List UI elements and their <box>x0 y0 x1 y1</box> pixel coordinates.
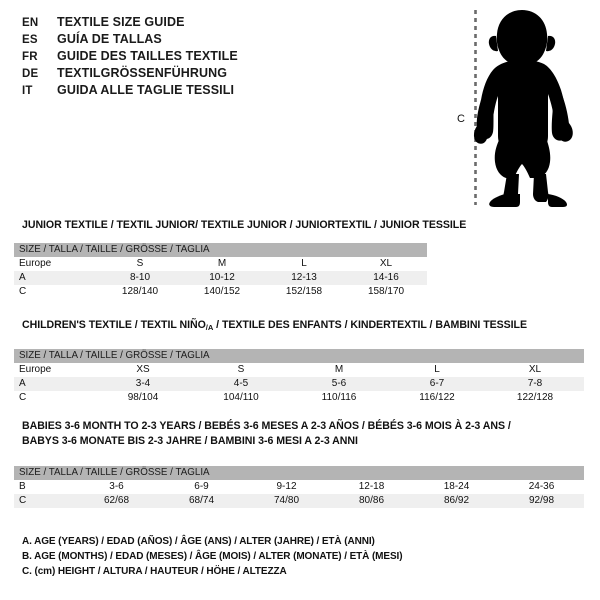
size-header-label: SIZE / TALLA / TAILLE / GRÖSSE / TAGLIA <box>14 349 585 363</box>
cell: XS <box>94 363 192 377</box>
measurement-legend: A. AGE (YEARS) / EDAD (AÑOS) / ÂGE (ANS)… <box>22 534 403 579</box>
cell: XL <box>345 257 428 271</box>
cell: 158/170 <box>345 285 428 299</box>
language-code-de: DE <box>22 68 39 80</box>
cell: 18-24 <box>414 480 499 494</box>
cell: S <box>192 363 290 377</box>
section-title-children-sub: /A <box>205 323 214 332</box>
toddler-silhouette-icon <box>473 10 573 207</box>
legend-item-a: A. AGE (YEARS) / EDAD (AÑOS) / ÂGE (ANS)… <box>22 536 375 547</box>
cell: 9-12 <box>244 480 329 494</box>
section-title-babies-line1: BABIES 3-6 MONTH TO 2-3 YEARS / BEBÉS 3-… <box>22 420 511 432</box>
language-code-it: IT <box>22 85 33 97</box>
language-row: IT GUIDA ALLE TAGLIE TESSILI <box>22 82 422 99</box>
cell: 74/80 <box>244 494 329 508</box>
guide-title-en: TEXTILE SIZE GUIDE <box>57 15 185 29</box>
legend-item-b: B. AGE (MONTHS) / EDAD (MESES) / ÂGE (MO… <box>22 551 403 562</box>
section-title-babies-line2: BABYS 3-6 MONATE BIS 2-3 JAHRE / BAMBINI… <box>22 435 358 447</box>
table-row: C 98/104 104/110 110/116 116/122 122/128 <box>14 391 585 405</box>
cell: 98/104 <box>94 391 192 405</box>
cell: 14-16 <box>345 271 428 285</box>
language-row: EN TEXTILE SIZE GUIDE <box>22 14 422 31</box>
cell: 92/98 <box>499 494 585 508</box>
size-header-label: SIZE / TALLA / TAILLE / GRÖSSE / TAGLIA <box>14 243 428 257</box>
cell: 12-18 <box>329 480 414 494</box>
height-measurement-figure: C <box>450 8 590 208</box>
section-title-children-post: / TEXTILE DES ENFANTS / KINDERTEXTIL / B… <box>213 319 527 331</box>
toddler-body <box>473 10 573 207</box>
row-label: Europe <box>14 363 94 377</box>
cell: 10-12 <box>181 271 263 285</box>
language-row: FR GUIDE DES TAILLES TEXTILE <box>22 48 422 65</box>
language-code-en: EN <box>22 17 39 29</box>
cell: M <box>290 363 388 377</box>
cell: 116/122 <box>388 391 486 405</box>
measure-label-c: C <box>457 113 465 125</box>
size-table-babies: SIZE / TALLA / TAILLE / GRÖSSE / TAGLIA … <box>14 466 585 508</box>
cell: M <box>181 257 263 271</box>
table-row: Europe S M L XL <box>14 257 428 271</box>
cell: 62/68 <box>74 494 159 508</box>
row-label: A <box>14 377 94 391</box>
section-title-junior: JUNIOR TEXTILE / TEXTIL JUNIOR/ TEXTILE … <box>22 219 467 231</box>
cell: 140/152 <box>181 285 263 299</box>
language-code-fr: FR <box>22 51 38 63</box>
table-header-row: SIZE / TALLA / TAILLE / GRÖSSE / TAGLIA <box>14 349 585 363</box>
row-label: C <box>14 285 99 299</box>
cell: 8-10 <box>99 271 181 285</box>
section-title-children-pre: CHILDREN'S TEXTILE / TEXTIL NIÑO <box>22 319 206 331</box>
language-row: ES GUÍA DE TALLAS <box>22 31 422 48</box>
cell: 3-6 <box>74 480 159 494</box>
language-row: DE TEXTILGRÖSSENFÜHRUNG <box>22 65 422 82</box>
table-header-row: SIZE / TALLA / TAILLE / GRÖSSE / TAGLIA <box>14 243 428 257</box>
cell: 7-8 <box>486 377 585 391</box>
table-row: C 62/68 68/74 74/80 80/86 86/92 92/98 <box>14 494 585 508</box>
guide-title-de: TEXTILGRÖSSENFÜHRUNG <box>57 66 228 80</box>
row-label: B <box>14 480 74 494</box>
cell: 12-13 <box>263 271 345 285</box>
cell: 5-6 <box>290 377 388 391</box>
cell: 24-36 <box>499 480 585 494</box>
table-row: C 128/140 140/152 152/158 158/170 <box>14 285 428 299</box>
table-row: Europe XS S M L XL <box>14 363 585 377</box>
cell: 122/128 <box>486 391 585 405</box>
cell: 6-7 <box>388 377 486 391</box>
guide-title-es: GUÍA DE TALLAS <box>57 32 162 46</box>
cell: L <box>263 257 345 271</box>
language-code-es: ES <box>22 34 38 46</box>
cell: XL <box>486 363 585 377</box>
cell: 152/158 <box>263 285 345 299</box>
legend-item-c: C. (cm) HEIGHT / ALTURA / HAUTEUR / HÖHE… <box>22 566 287 577</box>
section-title-babies: BABIES 3-6 MONTH TO 2-3 YEARS / BEBÉS 3-… <box>22 420 511 447</box>
row-label: C <box>14 494 74 508</box>
table-row: B 3-6 6-9 9-12 12-18 18-24 24-36 <box>14 480 585 494</box>
cell: 4-5 <box>192 377 290 391</box>
size-table-junior: SIZE / TALLA / TAILLE / GRÖSSE / TAGLIA … <box>14 243 428 299</box>
table-row: A 3-4 4-5 5-6 6-7 7-8 <box>14 377 585 391</box>
row-label: C <box>14 391 94 405</box>
cell: 110/116 <box>290 391 388 405</box>
table-row: A 8-10 10-12 12-13 14-16 <box>14 271 428 285</box>
guide-title-fr: GUIDE DES TAILLES TEXTILE <box>57 49 238 63</box>
cell: 86/92 <box>414 494 499 508</box>
cell: 80/86 <box>329 494 414 508</box>
cell: S <box>99 257 181 271</box>
cell: 128/140 <box>99 285 181 299</box>
row-label: Europe <box>14 257 99 271</box>
section-title-children: CHILDREN'S TEXTILE / TEXTIL NIÑO/A / TEX… <box>22 319 527 332</box>
size-header-label: SIZE / TALLA / TAILLE / GRÖSSE / TAGLIA <box>14 466 585 480</box>
language-header: EN TEXTILE SIZE GUIDE ES GUÍA DE TALLAS … <box>22 14 422 99</box>
cell: 68/74 <box>159 494 244 508</box>
cell: 104/110 <box>192 391 290 405</box>
size-table-children: SIZE / TALLA / TAILLE / GRÖSSE / TAGLIA … <box>14 349 585 405</box>
cell: L <box>388 363 486 377</box>
cell: 3-4 <box>94 377 192 391</box>
row-label: A <box>14 271 99 285</box>
cell: 6-9 <box>159 480 244 494</box>
guide-title-it: GUIDA ALLE TAGLIE TESSILI <box>57 83 235 97</box>
table-header-row: SIZE / TALLA / TAILLE / GRÖSSE / TAGLIA <box>14 466 585 480</box>
